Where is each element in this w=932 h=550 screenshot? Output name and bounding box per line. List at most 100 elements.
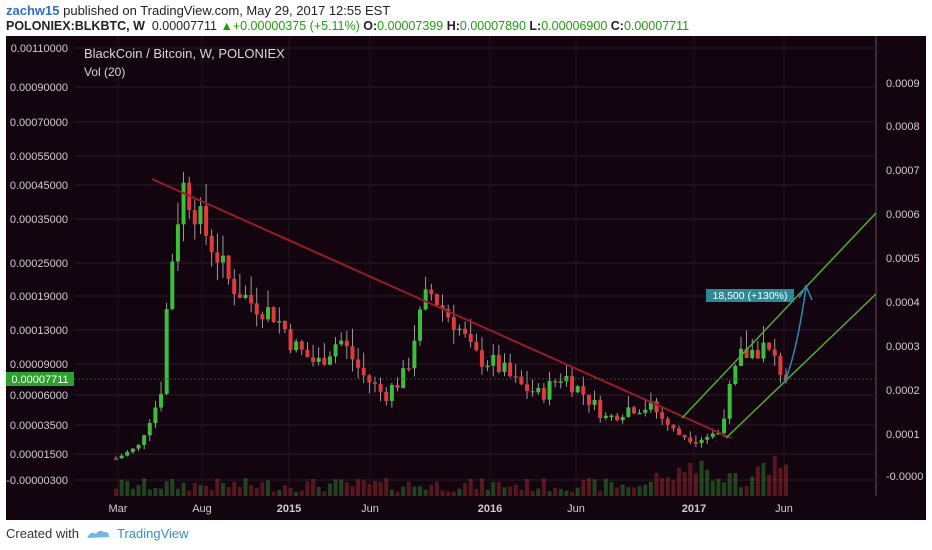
candle-body (463, 328, 468, 334)
y-tick-left: 0.00003500 (10, 420, 68, 432)
candle-body (648, 401, 653, 410)
volume-bar (519, 490, 524, 496)
volume-bar (372, 481, 377, 496)
volume-bar (389, 489, 394, 496)
downtrend-line (151, 178, 732, 439)
volume-bar (693, 473, 698, 496)
candle-body (755, 349, 760, 359)
candle-body (530, 390, 535, 393)
candle-body (744, 348, 749, 358)
candle-body (491, 354, 496, 366)
volume-bar (784, 464, 788, 496)
candle-body (502, 362, 507, 372)
candle-body (119, 455, 124, 459)
volume-bar (688, 463, 693, 496)
candle-body (519, 376, 524, 385)
x-tick: Jun (361, 503, 379, 515)
candle-body (609, 415, 614, 418)
candle-body (434, 294, 439, 306)
candle-body (682, 434, 687, 438)
y-tick-left: 0.00090000 (10, 82, 68, 94)
candle-body (356, 359, 361, 368)
volume-bar (671, 479, 676, 496)
volume-bar (440, 490, 445, 496)
candle-body (541, 387, 546, 400)
candle-body (254, 303, 259, 315)
volume-bar (378, 481, 383, 496)
volume-bar (361, 480, 366, 496)
volume-bar (204, 485, 209, 496)
y-tick-left: 0.00070000 (10, 117, 68, 129)
candle-body (130, 448, 135, 452)
candle-body (209, 235, 214, 253)
candle-body (525, 384, 530, 391)
volume-bar (513, 484, 518, 496)
volume-bar (344, 482, 349, 496)
candle-body (536, 387, 541, 393)
open-label: O: (363, 19, 378, 33)
candle-body (282, 321, 287, 330)
volume-bar (446, 491, 451, 496)
volume-bar (282, 485, 287, 496)
volume-bar (147, 489, 152, 496)
candle-body (164, 309, 169, 394)
price-chart[interactable]: 0.00110000 0.00090000 0.00070000 0.00055000… (6, 36, 926, 520)
volume-bar (220, 483, 225, 496)
candle-body (333, 344, 338, 357)
candle-body (159, 393, 164, 408)
volume-bar (710, 480, 715, 496)
volume-bar (395, 491, 400, 496)
volume-bar (496, 482, 501, 496)
volume-bar (547, 491, 552, 496)
candle-body (401, 368, 406, 389)
volume-bar (592, 479, 597, 496)
volume-bar (243, 478, 248, 496)
volume-bar (384, 478, 389, 496)
volume-bar (581, 479, 586, 496)
up-arrow-icon: ▲ (220, 19, 233, 33)
candle-body (693, 442, 698, 444)
volume-bar (778, 467, 783, 496)
candle-body (513, 376, 518, 378)
volume-bar (153, 488, 158, 496)
y-tick-right: 0.0001 (886, 429, 920, 441)
volume-bar (677, 467, 682, 496)
volume-bar (181, 482, 186, 496)
candle-body (175, 224, 180, 262)
tradingview-brand[interactable]: TradingView (116, 526, 189, 541)
publish-line: zachw15 published on TradingView.com, Ma… (6, 3, 390, 18)
volume-bar (637, 486, 642, 496)
y-tick-left: 0.00001500 (10, 449, 68, 461)
right-axis-background (876, 36, 926, 496)
candle-body (446, 308, 451, 318)
volume-bar (260, 482, 265, 496)
candle-body (586, 394, 591, 405)
candle-body (142, 435, 147, 445)
candle-body (170, 261, 175, 310)
volume-bar (130, 488, 135, 496)
volume-bar (288, 487, 293, 496)
candle-body (249, 294, 254, 304)
candle-body (603, 415, 608, 419)
ohlc-line: POLONIEX:BLKBTC, W 0.00007711 ▲+0.000003… (6, 19, 689, 33)
candle-body (457, 328, 462, 331)
volume-bar (654, 473, 659, 496)
volume-bar (716, 478, 721, 496)
candle-body (547, 380, 552, 400)
author-link[interactable]: zachw15 (6, 3, 60, 18)
candle-body (384, 391, 389, 401)
candle-body (598, 399, 603, 419)
volume-bar (322, 491, 327, 496)
volume-bar (615, 487, 620, 496)
tradingview-logo-icon (86, 530, 109, 538)
volume-bar (727, 473, 732, 496)
candle-body (226, 255, 231, 279)
volume-bar (626, 487, 631, 496)
volume-bar (491, 482, 496, 496)
volume-bar (418, 486, 423, 496)
volume-bar (575, 487, 580, 496)
candle-body (677, 428, 682, 435)
y-tick-right: -0.0000 (886, 471, 923, 483)
candle-body (553, 380, 558, 383)
volume-bar (187, 490, 192, 496)
